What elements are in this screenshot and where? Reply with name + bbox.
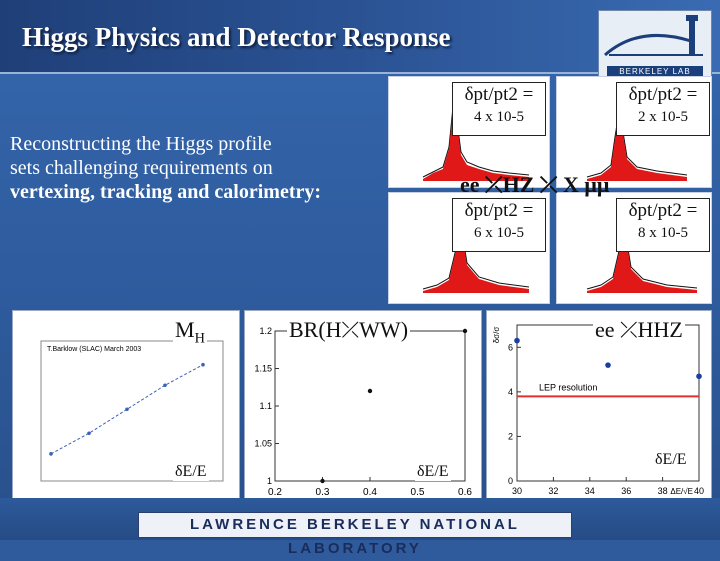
- hhz-point: [696, 373, 702, 380]
- resolution-label-1: δpt/pt2 =: [464, 84, 534, 105]
- hhz-axis-ylabel: δσ/σ: [492, 327, 501, 344]
- hhz-xtick-label: 32: [548, 486, 558, 496]
- br-point: [320, 478, 325, 484]
- intro-line-2: sets challenging requirements on: [10, 157, 273, 179]
- hhz-xtick-label: 30: [512, 486, 522, 496]
- berkeley-lab-logo: BERKELEY LAB: [598, 10, 712, 82]
- hhz-xtick-label: 34: [585, 486, 595, 496]
- mh-plot: T.Barklow (SLAC) March 2003 MH δE/E: [12, 310, 240, 502]
- resolution-box-2: δpt/pt2 = 2 x 10-5: [616, 82, 710, 136]
- resolution-box-3: δpt/pt2 = 6 x 10-5: [452, 198, 546, 252]
- mh-line: [50, 364, 204, 455]
- br-xtick-label: 0.2: [268, 487, 282, 498]
- br-xtick-label: 0.6: [458, 487, 472, 498]
- resolution-value-3: 6 x 10-5: [474, 225, 524, 241]
- hhz-point: [514, 337, 520, 344]
- mh-plot-label: MH: [173, 317, 207, 348]
- br-ytick-label: 1.05: [254, 439, 272, 449]
- page-title: Higgs Physics and Detector Response: [22, 22, 451, 52]
- mh-plot-svg: T.Barklow (SLAC) March 2003: [40, 340, 224, 482]
- intro-line-1: Reconstructing the Higgs profile: [10, 133, 272, 155]
- br-point: [367, 388, 373, 394]
- mh-label-main: M: [175, 317, 195, 342]
- mh-frame: [40, 340, 224, 482]
- footer-banner: LAWRENCE BERKELEY NATIONAL LABORATORY: [138, 512, 572, 557]
- intro-line-3: vertexing, tracking and calorimetry:: [10, 181, 322, 203]
- hhz-xtick-label: 40: [694, 486, 704, 496]
- logo-text: BERKELEY LAB: [607, 66, 703, 78]
- br-plot-svg: 0.2 0.3 0.4 0.5 0.6 1 1.05 1.1 1.15 1.2: [254, 326, 472, 498]
- mh-xlabel: δE/E: [173, 463, 209, 481]
- histogram-1-plot: [422, 106, 530, 181]
- mh-point: [201, 362, 205, 367]
- mh-point: [49, 452, 53, 456]
- hhz-xtick-label: 38: [658, 486, 668, 496]
- building-icon: [604, 15, 703, 57]
- hhz-lep-label: LEP resolution: [539, 382, 597, 392]
- intro-text: Reconstructing the Higgs profile sets ch…: [10, 132, 321, 204]
- resolution-box-1: δpt/pt2 = 4 x 10-5: [452, 82, 546, 136]
- hhz-ytick-label: 4: [508, 387, 513, 397]
- br-ytick-label: 1: [267, 476, 272, 486]
- hhz-ytick-label: 2: [508, 431, 513, 441]
- mh-point: [87, 431, 91, 436]
- br-frame: [274, 330, 466, 482]
- br-ytick-label: 1.2: [259, 326, 272, 336]
- br-xtick-label: 0.3: [316, 487, 330, 498]
- mh-label-sub: H: [194, 330, 205, 347]
- resolution-value-2: 2 x 10-5: [638, 109, 688, 125]
- br-ytick-label: 1.15: [254, 364, 272, 374]
- hhz-plot-label: ee ⤫HHZ: [593, 317, 685, 343]
- hhz-ytick-label: 0: [508, 476, 513, 486]
- resolution-value-1: 4 x 10-5: [474, 109, 524, 125]
- br-plot: 0.2 0.3 0.4 0.5 0.6 1 1.05 1.1 1.15 1.2 BR(H⤫WW) …: [244, 310, 482, 502]
- hhz-xlabel: δE/E: [653, 451, 689, 469]
- br-xtick-label: 0.5: [411, 487, 425, 498]
- br-point: [462, 328, 468, 334]
- resolution-label-3: δpt/pt2 =: [464, 200, 534, 221]
- br-xtick-label: 0.4: [363, 487, 377, 498]
- hhz-point: [605, 362, 611, 368]
- mh-point: [125, 407, 129, 412]
- hhz-plot: 30 32 34 36 38 40 0 2 4 6 LEP resolution ΔE/√E δσ/σ …: [486, 310, 712, 502]
- mh-point: [163, 383, 167, 388]
- mh-inset-text: T.Barklow (SLAC) March 2003: [47, 346, 141, 353]
- hhz-ytick-label: 6: [508, 342, 513, 352]
- resolution-label-2: δpt/pt2 =: [628, 84, 698, 105]
- br-ytick-label: 1.1: [259, 401, 272, 411]
- hhz-axis-xlabel: ΔE/√E: [670, 487, 693, 496]
- br-xlabel: δE/E: [415, 463, 451, 481]
- resolution-box-4: δpt/pt2 = 8 x 10-5: [616, 198, 710, 252]
- process-label: ee ⤫HZ ⤫ X μμ: [460, 172, 610, 197]
- hhz-xtick-label: 36: [621, 486, 631, 496]
- resolution-value-4: 8 x 10-5: [638, 225, 688, 241]
- hhz-plot-svg: 30 32 34 36 38 40 0 2 4 6 LEP resolution ΔE/√E δσ/σ: [492, 324, 704, 496]
- resolution-label-4: δpt/pt2 =: [628, 200, 698, 221]
- br-plot-label: BR(H⤫WW): [287, 317, 411, 343]
